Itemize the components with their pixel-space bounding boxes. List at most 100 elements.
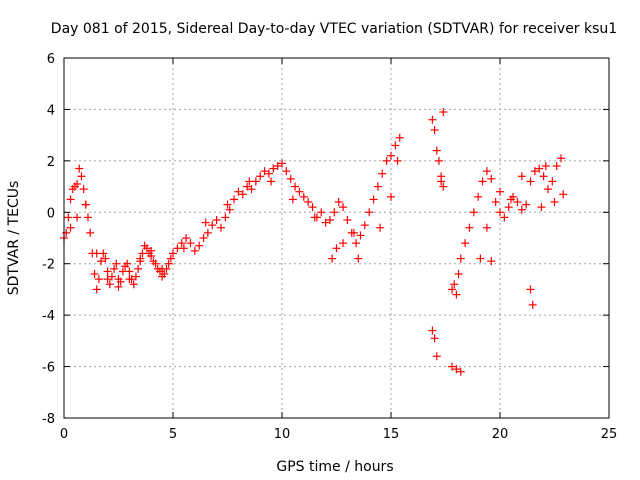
data-point: [528, 300, 537, 309]
data-point: [64, 213, 73, 222]
x-tick-label: 10: [274, 427, 291, 442]
data-point: [216, 223, 225, 232]
data-point: [356, 231, 365, 240]
data-point: [376, 223, 385, 232]
data-point: [325, 216, 334, 224]
plot-frame: [63, 57, 610, 419]
data-point: [103, 267, 112, 276]
data-point: [201, 218, 210, 227]
data-point: [539, 172, 548, 181]
data-point: [461, 239, 470, 248]
data-point: [134, 264, 143, 273]
data-point: [452, 365, 461, 374]
data-point: [339, 239, 348, 248]
data-point: [474, 192, 483, 201]
data-point: [465, 223, 474, 232]
data-point: [147, 246, 156, 255]
data-point: [166, 254, 175, 263]
data-points: [60, 108, 568, 376]
data-point: [395, 133, 404, 142]
data-point: [328, 254, 337, 263]
data-point: [452, 290, 461, 299]
data-point: [299, 192, 308, 201]
data-point: [369, 195, 378, 204]
data-point: [506, 195, 515, 204]
data-point: [339, 203, 348, 212]
data-point: [530, 167, 539, 176]
chart-title: Day 081 of 2015, Sidereal Day-to-day VTE…: [51, 21, 617, 37]
y-tick-label: 4: [47, 103, 55, 118]
data-point: [541, 162, 550, 170]
data-point: [160, 270, 169, 278]
data-point: [288, 195, 297, 204]
data-point: [354, 254, 363, 263]
data-point: [286, 174, 295, 183]
data-point: [430, 334, 439, 343]
data-point: [273, 162, 282, 170]
data-point: [125, 275, 134, 284]
data-point: [164, 259, 173, 268]
data-point: [360, 221, 369, 230]
data-point: [432, 146, 441, 155]
data-point: [393, 156, 402, 165]
data-point: [304, 198, 313, 206]
data-point: [334, 198, 343, 206]
data-point: [190, 246, 199, 255]
data-point: [83, 213, 92, 222]
data-point: [365, 208, 374, 217]
data-point: [142, 244, 151, 253]
data-point: [123, 259, 132, 268]
data-point: [230, 195, 239, 204]
data-point: [92, 249, 101, 258]
data-point: [212, 216, 221, 224]
x-tick-label: 15: [383, 427, 400, 442]
data-point: [103, 275, 112, 284]
data-point: [448, 362, 457, 371]
data-point: [378, 169, 387, 178]
data-point: [526, 285, 535, 294]
data-point: [437, 177, 446, 186]
data-point: [439, 182, 448, 191]
data-point: [179, 244, 188, 253]
data-point: [101, 254, 110, 263]
data-point: [169, 249, 177, 258]
data-point: [373, 182, 382, 191]
data-point: [308, 203, 317, 212]
grid-lines: [64, 58, 609, 418]
data-point: [450, 280, 459, 289]
data-point: [107, 272, 116, 281]
data-point: [317, 208, 326, 217]
data-point: [526, 177, 535, 186]
data-point: [454, 270, 463, 278]
data-point: [221, 213, 230, 222]
data-point: [482, 223, 491, 232]
x-tick-labels: 0 5 10 15 20 25: [60, 427, 617, 442]
data-point: [105, 280, 114, 289]
data-point: [77, 172, 86, 181]
data-point: [430, 126, 439, 134]
data-point: [504, 203, 513, 212]
data-point: [557, 154, 566, 163]
data-point: [125, 267, 134, 276]
x-tick-label: 5: [169, 427, 177, 442]
data-point: [94, 275, 103, 284]
y-tick-label: 6: [47, 52, 55, 67]
data-point: [195, 241, 204, 250]
data-point: [75, 164, 84, 173]
y-axis-label: SDTVAR / TECUs: [6, 181, 22, 296]
data-point: [343, 216, 352, 224]
data-point: [291, 182, 300, 191]
data-point: [349, 228, 358, 237]
x-tick-label: 25: [601, 427, 618, 442]
data-point: [487, 174, 496, 183]
data-point: [387, 151, 395, 160]
data-point: [487, 257, 496, 266]
data-point: [260, 167, 269, 176]
data-point: [310, 213, 319, 222]
data-point: [97, 257, 106, 266]
data-point: [73, 213, 82, 222]
data-point: [90, 270, 99, 278]
data-point: [500, 213, 509, 222]
data-point: [131, 272, 140, 281]
